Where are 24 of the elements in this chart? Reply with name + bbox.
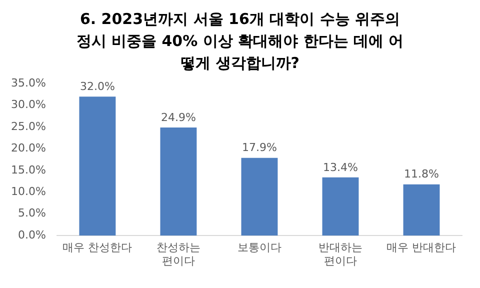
y-tick-label: 35.0% (10, 76, 46, 90)
y-tick-label: 15.0% (10, 163, 46, 176)
y-tick-label: 5.0% (18, 206, 46, 220)
y-tick-label: 20.0% (10, 142, 46, 155)
data-label: 17.9% (242, 141, 277, 154)
x-tick-label: 보통이다 (237, 241, 282, 254)
data-label: 13.4% (323, 160, 358, 174)
data-label: 32.0% (80, 80, 115, 93)
x-tick-label: 매우 찬성한다 (62, 241, 132, 254)
bar (160, 127, 197, 236)
data-label: 24.9% (160, 110, 196, 124)
y-tick-label: 30.0% (10, 98, 46, 112)
bar (241, 158, 278, 236)
bar (79, 96, 116, 236)
x-tick-label: 매우 반대한다 (386, 241, 456, 254)
y-tick-label: 0.0% (18, 228, 46, 242)
y-tick-label: 25.0% (10, 120, 46, 133)
x-tick-label: 반대하는 편이다 (318, 241, 362, 268)
x-tick-label: 찬성하는 편이다 (156, 241, 200, 268)
bar (322, 177, 359, 236)
chart-title: 6. 2023년까지 서울 16개 대학이 수능 위주의 정시 비중을 40% 이상 확대해야 한다는 데에 어떻게 생각합니까? (75, 9, 405, 74)
y-tick-label: 10.0% (10, 185, 46, 198)
data-label: 11.8% (404, 168, 439, 181)
bar (403, 184, 440, 236)
